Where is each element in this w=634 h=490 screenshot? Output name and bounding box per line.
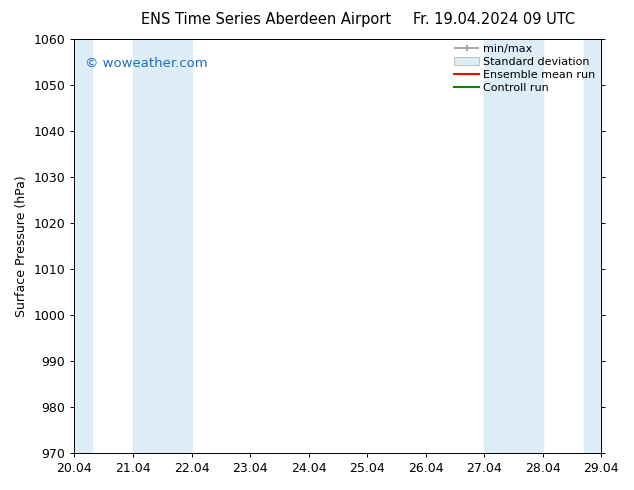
Bar: [133, 39, 191, 453]
Legend: min/max, Standard deviation, Ensemble mean run, Controll run: min/max, Standard deviation, Ensemble me…: [452, 42, 598, 95]
Bar: [484, 39, 543, 453]
Bar: [584, 39, 619, 453]
Y-axis label: Surface Pressure (hPa): Surface Pressure (hPa): [15, 175, 28, 317]
Text: ENS Time Series Aberdeen Airport: ENS Time Series Aberdeen Airport: [141, 12, 391, 27]
Bar: [57, 39, 92, 453]
Text: © woweather.com: © woweather.com: [85, 57, 207, 70]
Text: Fr. 19.04.2024 09 UTC: Fr. 19.04.2024 09 UTC: [413, 12, 576, 27]
